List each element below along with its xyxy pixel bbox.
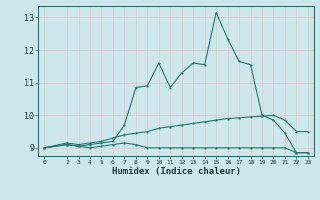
X-axis label: Humidex (Indice chaleur): Humidex (Indice chaleur) bbox=[111, 167, 241, 176]
